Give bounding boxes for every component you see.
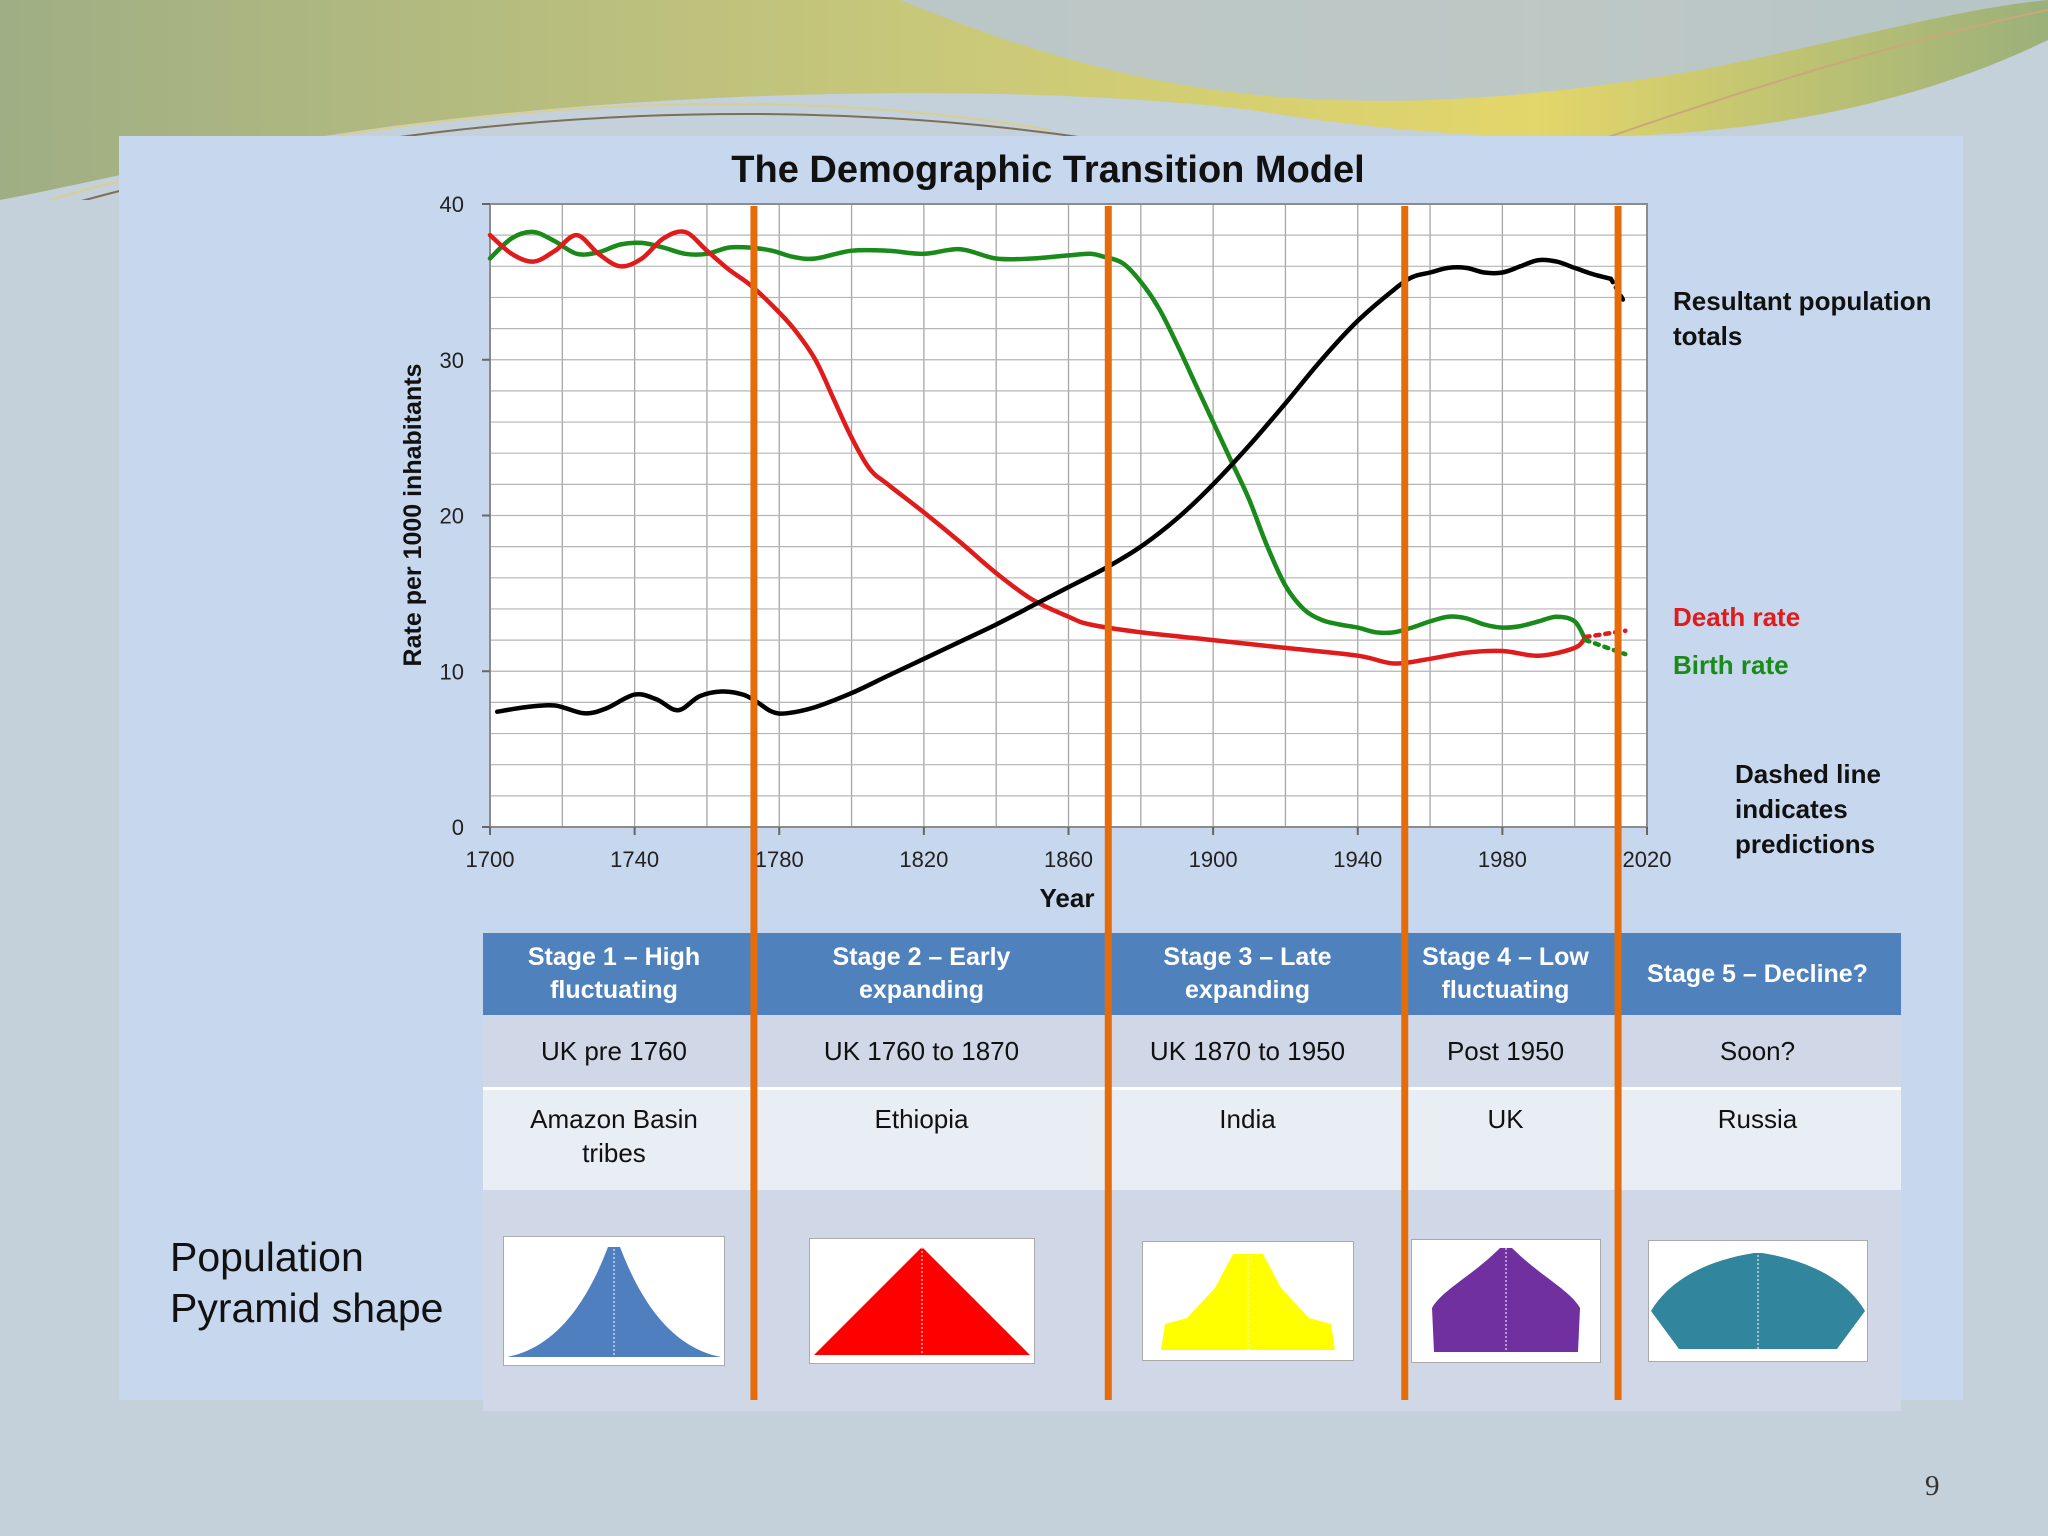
stage-3-period: UK 1870 to 1950 — [1098, 1015, 1397, 1090]
y-tick-label: 10 — [440, 659, 464, 684]
pyramid-shape-label: Population Pyramid shape — [170, 1234, 444, 1331]
x-tick-label: 1940 — [1333, 847, 1382, 872]
stage-1-example: Amazon Basin tribes — [483, 1088, 745, 1190]
stage-example-row: Amazon Basin tribes Ethiopia India UK Rus… — [483, 1088, 1901, 1190]
y-tick-label: 40 — [440, 192, 464, 217]
x-tick-label: 1980 — [1478, 847, 1527, 872]
stage-5-period: Soon? — [1614, 1015, 1901, 1090]
chart-title: The Demographic Transition Model — [731, 149, 1364, 191]
series-line-death-rate — [487, 229, 1588, 666]
x-tick-label: 1700 — [466, 847, 515, 872]
stage-3-example: India — [1098, 1088, 1397, 1190]
stage-5-title: Stage 5 – Decline? — [1614, 933, 1901, 1015]
annotation-dashed-line2: indicates — [1735, 794, 1848, 824]
stage-3-pyramid-image — [1141, 1240, 1354, 1361]
stage-4-period: Post 1950 — [1397, 1015, 1614, 1090]
chart-grid — [489, 203, 1648, 828]
y-tick-label: 30 — [440, 348, 464, 373]
stage-period-row: UK pre 1760 UK 1760 to 1870 UK 1870 to 1… — [483, 1015, 1901, 1090]
stage-1-period: UK pre 1760 — [483, 1015, 745, 1090]
stage-2-title: Stage 2 – Early expanding — [745, 933, 1098, 1015]
stage-5-example: Russia — [1614, 1088, 1901, 1190]
x-tick-label: 2020 — [1623, 847, 1672, 872]
stage-4-pyramid-image — [1410, 1238, 1601, 1363]
legend-death-rate: Death rate — [1673, 602, 1800, 632]
stage-3-title: Stage 3 – Late expanding — [1098, 933, 1397, 1015]
stage-1-pyramid-cell — [483, 1190, 745, 1411]
stage-3-pyramid-cell — [1098, 1190, 1397, 1411]
stage-1-title: Stage 1 – High fluctuating — [483, 933, 745, 1015]
stage-pyramid-row — [483, 1190, 1901, 1411]
chart-series — [487, 229, 1628, 716]
legend-birth-rate: Birth rate — [1673, 650, 1789, 680]
x-tick-label: 1860 — [1044, 847, 1093, 872]
x-axis-label: Year — [1040, 883, 1095, 913]
chart-ticks: 1700 1740 1780 1820 1860 1900 1940 1980 2020 0 10 2… — [440, 192, 1672, 872]
stage-4-title: Stage 4 – Low fluctuating — [1397, 933, 1614, 1015]
series-line-birth-rate — [487, 229, 1588, 643]
annotation-dashed-line3: predictions — [1735, 829, 1875, 859]
x-tick-label: 1740 — [610, 847, 659, 872]
annotation-population-line1: Resultant population — [1673, 286, 1932, 316]
stage-2-pyramid-cell — [745, 1190, 1098, 1411]
stage-5-pyramid-cell — [1614, 1190, 1901, 1411]
stage-header-row: Stage 1 – High fluctuating Stage 2 – Earl… — [483, 933, 1901, 1015]
stage-2-period: UK 1760 to 1870 — [745, 1015, 1098, 1090]
x-tick-label: 1900 — [1189, 847, 1238, 872]
slide-number: 9 — [1925, 1470, 1940, 1502]
stage-2-example: Ethiopia — [745, 1088, 1098, 1190]
y-axis-label: Rate per 1000 inhabitants — [399, 364, 427, 667]
annotation-dashed-line1: Dashed line — [1735, 759, 1881, 789]
stage-4-pyramid-cell — [1397, 1190, 1614, 1411]
x-tick-label: 1780 — [755, 847, 804, 872]
y-tick-label: 20 — [440, 504, 464, 529]
stage-2-pyramid-image — [808, 1237, 1035, 1364]
stage-5-pyramid-image — [1647, 1239, 1868, 1362]
stage-table: Stage 1 – High fluctuating Stage 2 – Earl… — [483, 933, 1901, 1411]
x-tick-label: 1820 — [899, 847, 948, 872]
stage-4-example: UK — [1397, 1088, 1614, 1190]
series-line-resultant-population-totals — [494, 257, 1614, 716]
y-tick-label: 0 — [452, 815, 464, 840]
stage-1-pyramid-image — [503, 1235, 725, 1366]
annotation-population-line2: totals — [1673, 321, 1742, 351]
